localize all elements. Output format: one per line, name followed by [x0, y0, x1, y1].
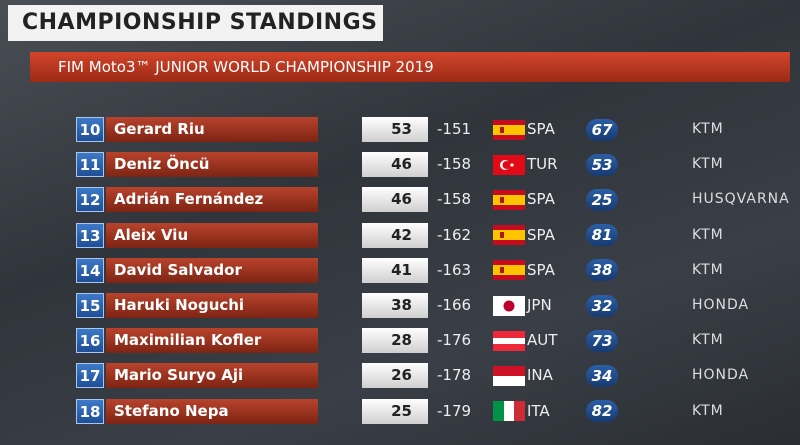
- gap: -163: [437, 260, 472, 279]
- rider-number: 34: [586, 364, 618, 387]
- rider-number: 53: [586, 153, 618, 176]
- points: 46: [362, 187, 428, 213]
- country: SPA: [527, 225, 555, 244]
- team: KTM: [692, 332, 724, 349]
- rider-name: Stefano Nepa: [106, 398, 318, 424]
- team: HONDA: [692, 367, 750, 384]
- position: 18: [76, 398, 104, 424]
- rider-number: 32: [586, 294, 618, 317]
- team: KTM: [692, 226, 724, 243]
- title: CHAMPIONSHIP STANDINGS: [8, 5, 383, 41]
- rider-number: 25: [586, 188, 618, 211]
- points: 26: [362, 363, 428, 389]
- team: HONDA: [692, 297, 750, 313]
- country: SPA: [527, 120, 555, 138]
- country: AUT: [527, 331, 558, 350]
- gap: -158: [437, 155, 472, 174]
- gap: -176: [437, 331, 472, 350]
- position: 10: [76, 117, 104, 142]
- points: 41: [362, 257, 428, 283]
- flag: [493, 401, 525, 422]
- rider-name: David Salvador: [106, 257, 318, 283]
- country: SPA: [527, 260, 555, 279]
- rider-name: Haruki Noguchi: [106, 293, 318, 318]
- team: KTM: [692, 402, 724, 419]
- position: 11: [76, 152, 104, 178]
- flag: [493, 119, 525, 140]
- flag: [493, 365, 525, 386]
- rider-name: Deniz Öncü: [106, 152, 318, 178]
- gap: -166: [437, 296, 472, 314]
- gap: -179: [437, 401, 472, 420]
- rider-name: Maximilian Kofler: [106, 328, 318, 354]
- country: SPA: [527, 190, 555, 209]
- rider-name: Gerard Riu: [106, 117, 318, 142]
- team: KTM: [692, 261, 724, 278]
- flag: [493, 189, 525, 210]
- rider-number: 67: [586, 118, 618, 141]
- team: KTM: [692, 156, 724, 173]
- rider-name: Adrián Fernández: [106, 187, 318, 213]
- rider-name: Aleix Viu: [106, 222, 318, 248]
- flag: [493, 260, 525, 281]
- country: JPN: [527, 296, 552, 314]
- rider-name: Mario Suryo Aji: [106, 363, 318, 389]
- flag: [493, 225, 525, 246]
- points: 53: [362, 117, 428, 142]
- gap: -151: [437, 120, 472, 138]
- gap: -162: [437, 225, 472, 244]
- rider-number: 73: [586, 329, 618, 352]
- rider-number: 81: [586, 224, 618, 247]
- gap: -158: [437, 190, 472, 209]
- rider-number: 38: [586, 259, 618, 282]
- position: 15: [76, 293, 104, 318]
- rider-number: 82: [586, 400, 618, 423]
- subtitle: FIM Moto3™ JUNIOR WORLD CHAMPIONSHIP 201…: [30, 52, 790, 82]
- flag: [493, 330, 525, 351]
- country: INA: [527, 366, 553, 385]
- flag: [493, 154, 525, 175]
- points: 42: [362, 222, 428, 248]
- team: KTM: [692, 121, 724, 137]
- country: ITA: [527, 401, 550, 420]
- position: 17: [76, 363, 104, 389]
- points: 38: [362, 293, 428, 318]
- position: 13: [76, 222, 104, 248]
- position: 12: [76, 187, 104, 213]
- country: TUR: [527, 155, 558, 174]
- position: 16: [76, 328, 104, 354]
- points: 46: [362, 152, 428, 178]
- position: 14: [76, 257, 104, 283]
- team: HUSQVARNA: [692, 191, 790, 208]
- points: 25: [362, 398, 428, 424]
- points: 28: [362, 328, 428, 354]
- gap: -178: [437, 366, 472, 385]
- flag: [493, 295, 525, 316]
